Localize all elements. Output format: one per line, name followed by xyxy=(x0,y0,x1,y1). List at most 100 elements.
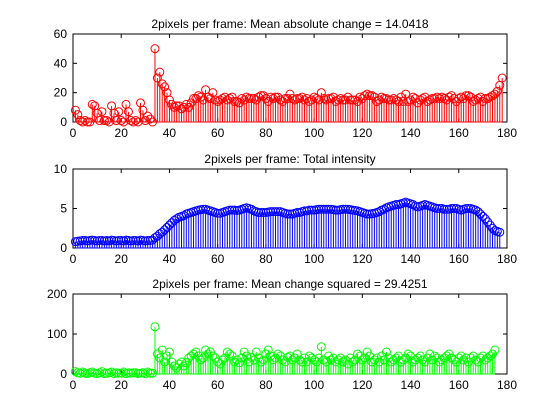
stem-marker xyxy=(312,94,322,104)
stem-marker xyxy=(179,361,189,371)
stem-marker xyxy=(143,367,153,377)
x-tick-label: 0 xyxy=(70,252,77,266)
stem-marker xyxy=(99,116,109,126)
stem-marker xyxy=(145,368,155,378)
stem-marker xyxy=(160,82,170,92)
stem-marker xyxy=(246,204,256,214)
x-tick-label: 140 xyxy=(401,378,421,392)
stem-marker xyxy=(116,116,126,126)
stem-marker xyxy=(437,92,447,102)
stem-marker xyxy=(430,351,440,361)
stem-marker xyxy=(167,99,177,109)
stem-marker xyxy=(172,101,182,111)
stem-marker xyxy=(333,95,343,105)
x-tick-label: 80 xyxy=(259,378,273,392)
stem-marker xyxy=(374,357,384,367)
x-tick-label: 60 xyxy=(211,252,225,266)
stem-marker xyxy=(316,88,326,98)
x-tick-label: 120 xyxy=(352,252,372,266)
stem-marker xyxy=(263,96,273,106)
stem-marker xyxy=(365,91,375,101)
x-tick-label: 160 xyxy=(449,252,469,266)
stem-marker xyxy=(198,95,208,105)
x-tick-label: 160 xyxy=(449,126,469,140)
stem-marker xyxy=(485,351,495,361)
stem-marker xyxy=(466,353,476,363)
stem-marker xyxy=(442,351,452,361)
stem-marker xyxy=(126,116,136,126)
stem-marker xyxy=(140,116,150,126)
stem-marker xyxy=(432,92,442,102)
x-tick-label: 40 xyxy=(163,378,177,392)
y-tick-label: 10 xyxy=(54,162,68,176)
x-tick-label: 80 xyxy=(259,126,273,140)
stem-marker xyxy=(485,92,495,102)
stem-marker xyxy=(179,102,189,112)
stem-marker xyxy=(456,92,466,102)
stem-marker xyxy=(331,96,341,106)
stem-marker xyxy=(157,227,167,237)
stem-marker xyxy=(283,209,293,219)
stem-marker xyxy=(449,355,459,365)
stem-marker xyxy=(203,349,213,359)
x-tick-label: 60 xyxy=(211,126,225,140)
stem-marker xyxy=(324,204,334,214)
stem-marker xyxy=(220,92,230,102)
x-tick-label: 20 xyxy=(115,252,129,266)
stem-marker xyxy=(242,92,252,102)
stem-marker xyxy=(208,351,218,361)
stem-marker xyxy=(292,207,302,217)
stem-marker xyxy=(463,91,473,101)
stem-marker xyxy=(116,368,126,378)
stem-marker xyxy=(394,96,403,106)
stem-marker xyxy=(473,207,483,217)
stem-marker xyxy=(434,94,444,104)
x-tick-label: 140 xyxy=(401,126,421,140)
stem-marker xyxy=(302,94,312,104)
stem-marker xyxy=(258,355,268,365)
stem-marker xyxy=(345,95,355,105)
stem-marker xyxy=(418,355,428,365)
stem-marker xyxy=(273,207,283,217)
stem-marker xyxy=(319,204,329,214)
stem-marker xyxy=(379,94,389,104)
stem-marker xyxy=(181,358,191,368)
stem-marker xyxy=(78,235,88,245)
stem-marker xyxy=(442,204,452,214)
stem-marker xyxy=(328,92,338,102)
stem-marker xyxy=(95,368,105,378)
stem-marker xyxy=(444,92,454,102)
x-tick-label: 160 xyxy=(449,378,469,392)
stem-marker xyxy=(461,91,471,101)
x-tick-label: 0 xyxy=(70,126,77,140)
stem-marker xyxy=(309,355,319,365)
stem-marker xyxy=(283,352,293,362)
stem-marker xyxy=(427,94,437,104)
stem-marker xyxy=(164,220,174,230)
stem-marker xyxy=(439,204,449,214)
stem-marker xyxy=(143,111,153,121)
stem-marker xyxy=(408,200,418,210)
stem-marker xyxy=(261,94,271,104)
stem-marker xyxy=(449,204,459,213)
stem-marker xyxy=(326,94,336,104)
stem-marker xyxy=(111,116,121,126)
stem-marker xyxy=(217,94,227,104)
stem-marker xyxy=(321,357,331,367)
stem-marker xyxy=(169,215,179,225)
stem-marker xyxy=(263,345,273,355)
stem-marker xyxy=(213,208,223,218)
stem-marker xyxy=(415,95,425,105)
stem-marker xyxy=(386,95,396,105)
stem-marker xyxy=(138,105,148,115)
stem-marker xyxy=(333,355,343,365)
stem-marker xyxy=(343,359,353,369)
stem-marker xyxy=(292,94,302,104)
stem-marker xyxy=(381,94,391,104)
stem-marker xyxy=(150,44,160,54)
stem-marker xyxy=(174,101,184,111)
stem-marker xyxy=(215,95,225,105)
stem-marker xyxy=(189,94,199,104)
stem-marker xyxy=(357,355,367,365)
stem-marker xyxy=(169,102,179,112)
